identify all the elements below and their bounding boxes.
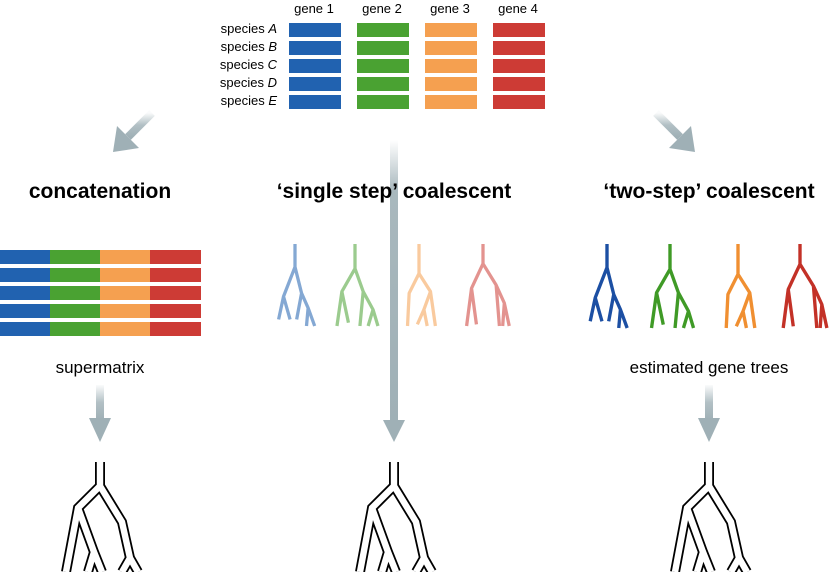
species-label-c: species C <box>220 57 278 72</box>
arrows <box>89 110 720 442</box>
gene-headers: gene 1 gene 2 gene 3 gene 4 <box>294 1 538 16</box>
gene-block-s1-g1 <box>289 23 341 37</box>
gene-block-s1-g4 <box>493 23 545 37</box>
gene-block-s5-g1 <box>289 95 341 109</box>
supermatrix-cell-s4-g1 <box>0 304 51 318</box>
gene-block-s4-g2 <box>357 77 409 91</box>
faded-gene-tree-3 <box>405 244 438 327</box>
gene-block-s2-g4 <box>493 41 545 55</box>
supermatrix-cell-s5-g1 <box>0 322 51 336</box>
faded-gene-tree-2 <box>335 244 380 327</box>
gene-block-s2-g1 <box>289 41 341 55</box>
species-tree-3 <box>670 462 752 572</box>
supermatrix-cell-s5-g4 <box>150 322 201 336</box>
supermatrix-cell-s4-g3 <box>100 304 151 318</box>
gene-block-s4-g4 <box>493 77 545 91</box>
gene-block-s5-g2 <box>357 95 409 109</box>
faded-gene-tree-4 <box>464 244 511 327</box>
supermatrix-cell-s2-g2 <box>50 268 101 282</box>
supermatrix-cell-s2-g4 <box>150 268 201 282</box>
arrow-to-two-step <box>653 110 695 152</box>
arrow-supermatrix-to-tree <box>89 385 111 442</box>
faded-gene-trees <box>276 244 511 327</box>
gene-block-s4-g1 <box>289 77 341 91</box>
supermatrix-cell-s3-g4 <box>150 286 201 300</box>
gene-header-4: gene 4 <box>498 1 538 16</box>
gene-block-s3-g2 <box>357 59 409 73</box>
gene-tree-2 <box>649 244 696 329</box>
supermatrix-cell-s5-g3 <box>100 322 151 336</box>
arrow-single-step <box>383 140 405 442</box>
gene-alignment-blocks <box>289 23 545 109</box>
gene-tree-3 <box>724 244 757 329</box>
species-trees <box>61 462 752 572</box>
gene-block-s2-g3 <box>425 41 477 55</box>
supermatrix <box>0 250 201 336</box>
gene-header-2: gene 2 <box>362 1 402 16</box>
supermatrix-cell-s4-g4 <box>150 304 201 318</box>
caption-estimated-gene-trees: estimated gene trees <box>630 358 789 377</box>
species-label-b: species B <box>221 39 278 54</box>
species-tree-2 <box>355 462 437 572</box>
gene-block-s1-g3 <box>425 23 477 37</box>
title-single-step: ‘single step’ coalescent <box>277 180 512 203</box>
supermatrix-cell-s2-g3 <box>100 268 151 282</box>
gene-tree-4 <box>781 244 829 329</box>
species-labels: species A species B species C species D … <box>220 21 278 108</box>
species-tree-1 <box>61 462 143 572</box>
supermatrix-cell-s1-g3 <box>100 250 151 264</box>
gene-block-s2-g2 <box>357 41 409 55</box>
supermatrix-cell-s1-g4 <box>150 250 201 264</box>
gene-header-1: gene 1 <box>294 1 334 16</box>
gene-block-s3-g4 <box>493 59 545 73</box>
supermatrix-cell-s3-g3 <box>100 286 151 300</box>
estimated-gene-trees <box>588 244 829 329</box>
gene-header-3: gene 3 <box>430 1 470 16</box>
gene-block-s3-g3 <box>425 59 477 73</box>
title-concatenation: concatenation <box>29 180 171 203</box>
caption-supermatrix: supermatrix <box>56 358 145 377</box>
arrow-to-concatenation <box>113 110 155 152</box>
species-label-d: species D <box>220 75 277 90</box>
gene-block-s5-g3 <box>425 95 477 109</box>
supermatrix-cell-s3-g1 <box>0 286 51 300</box>
species-label-a: species A <box>221 21 277 36</box>
supermatrix-cell-s1-g2 <box>50 250 101 264</box>
gene-block-s5-g4 <box>493 95 545 109</box>
supermatrix-cell-s1-g1 <box>0 250 51 264</box>
title-two-step: ‘two-step’ coalescent <box>603 180 814 203</box>
supermatrix-cell-s3-g2 <box>50 286 101 300</box>
species-label-e: species E <box>221 93 278 108</box>
supermatrix-cell-s2-g1 <box>0 268 51 282</box>
gene-block-s4-g3 <box>425 77 477 91</box>
supermatrix-cell-s4-g2 <box>50 304 101 318</box>
supermatrix-cell-s5-g2 <box>50 322 101 336</box>
gene-tree-1 <box>588 244 629 329</box>
arrow-gene-trees-to-tree <box>698 385 720 442</box>
gene-block-s3-g1 <box>289 59 341 73</box>
faded-gene-tree-1 <box>276 244 317 327</box>
gene-block-s1-g2 <box>357 23 409 37</box>
